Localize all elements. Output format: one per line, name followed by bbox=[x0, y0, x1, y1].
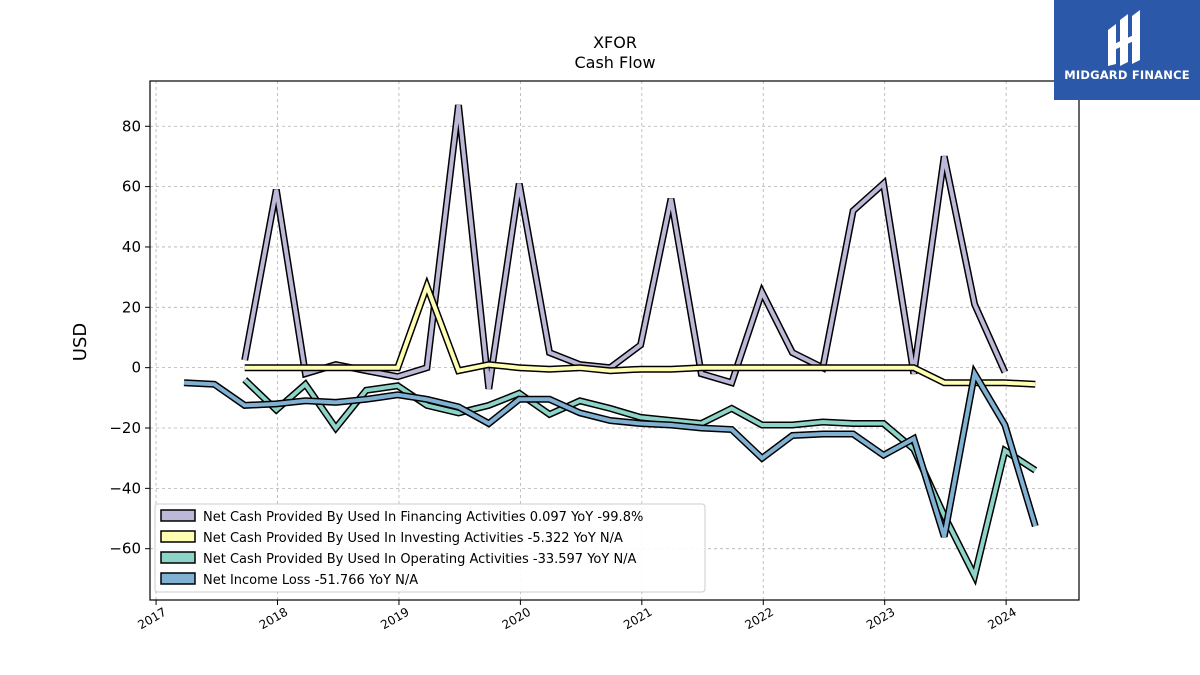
legend-swatch bbox=[160, 530, 196, 543]
legend-swatch bbox=[160, 509, 196, 522]
legend-label: Net Cash Provided By Used In Financing A… bbox=[203, 510, 643, 525]
x-tick-label: 2024 bbox=[985, 605, 1018, 632]
legend-swatch bbox=[160, 572, 196, 585]
plot-frame bbox=[149, 80, 1080, 601]
series-line bbox=[242, 104, 1007, 390]
brand-name: MIDGARD FINANCE bbox=[1064, 68, 1190, 82]
legend-entry: Net Cash Provided By Used In Financing A… bbox=[160, 509, 643, 525]
legend-label: Net Cash Provided By Used In Operating A… bbox=[203, 552, 637, 567]
brand-logo: MIDGARD FINANCE bbox=[1054, 0, 1200, 100]
series-lines bbox=[183, 104, 1039, 586]
y-tick-label: 60 bbox=[122, 178, 141, 196]
x-tick-label: 2017 bbox=[135, 605, 168, 632]
legend-entry: Net Cash Provided By Used In Investing A… bbox=[160, 530, 623, 546]
y-tick-label: 0 bbox=[131, 359, 141, 377]
x-tick-label: 2018 bbox=[257, 605, 290, 632]
series-line bbox=[244, 280, 1036, 387]
legend-label: Net Income Loss -51.766 YoY N/A bbox=[203, 573, 418, 588]
series-line bbox=[183, 368, 1038, 538]
y-tick-label: −40 bbox=[109, 479, 141, 497]
x-tick-label: 2022 bbox=[743, 605, 776, 632]
x-tick-label: 2023 bbox=[864, 605, 897, 632]
chart-title-line2: Cash Flow bbox=[574, 53, 655, 72]
x-tick-label: 2020 bbox=[500, 605, 533, 632]
x-axis-ticks: 2017 2018 2019 2020 2021 2022 2023 2024 bbox=[135, 600, 1019, 632]
legend-entry: Net Cash Provided By Used In Operating A… bbox=[160, 551, 637, 567]
y-tick-label: −20 bbox=[109, 419, 141, 437]
y-tick-label: 80 bbox=[122, 117, 141, 135]
legend-label: Net Cash Provided By Used In Investing A… bbox=[203, 531, 623, 546]
y-tick-label: 40 bbox=[122, 238, 141, 256]
series-1 bbox=[244, 276, 1036, 388]
x-tick-label: 2021 bbox=[621, 605, 654, 632]
series-0 bbox=[241, 104, 1009, 390]
legend-swatch bbox=[160, 551, 196, 564]
y-axis-label: USD bbox=[70, 323, 91, 361]
legend-entry: Net Income Loss -51.766 YoY N/A bbox=[160, 572, 418, 588]
series-3 bbox=[183, 363, 1039, 538]
legend: Net Cash Provided By Used In Financing A… bbox=[154, 503, 706, 593]
y-tick-label: 20 bbox=[122, 298, 141, 316]
y-axis-ticks: 80 60 40 20 0 −20 −40 −60 bbox=[109, 117, 150, 558]
brand-mark-icon bbox=[1108, 10, 1140, 66]
x-tick-label: 2019 bbox=[378, 605, 411, 632]
chart-title-line1: XFOR bbox=[593, 33, 637, 52]
y-tick-label: −60 bbox=[109, 540, 141, 558]
legend-box bbox=[154, 503, 706, 593]
chart-title: XFOR Cash Flow bbox=[574, 33, 655, 72]
